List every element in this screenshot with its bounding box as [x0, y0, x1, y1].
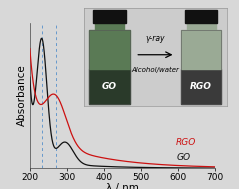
Bar	[181, 30, 221, 69]
Text: RGO: RGO	[190, 82, 212, 91]
Text: GO: GO	[102, 82, 117, 91]
Text: γ-ray: γ-ray	[146, 34, 165, 43]
Bar	[89, 30, 130, 104]
Bar	[95, 22, 124, 30]
Text: Alcohol/water: Alcohol/water	[131, 67, 179, 73]
Bar	[93, 10, 125, 22]
Bar	[181, 30, 221, 104]
Y-axis label: Absorbance: Absorbance	[17, 65, 27, 126]
Text: GO: GO	[176, 153, 190, 162]
X-axis label: λ / nm: λ / nm	[106, 184, 139, 189]
Bar	[185, 10, 217, 22]
Bar	[187, 22, 216, 30]
Bar	[89, 30, 130, 69]
Text: RGO: RGO	[176, 138, 197, 147]
Bar	[181, 69, 221, 104]
Bar	[89, 69, 130, 104]
